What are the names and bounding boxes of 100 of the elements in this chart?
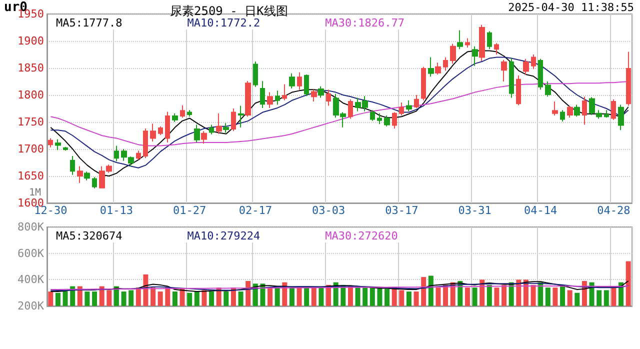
candlestick	[245, 80, 251, 118]
x-tick-label: 03-31	[458, 204, 492, 217]
candlestick	[604, 110, 609, 118]
candlestick	[194, 124, 200, 144]
candlestick	[450, 43, 456, 64]
y-tick-label: 1750	[18, 116, 44, 128]
x-tick-label: 01-27	[173, 204, 206, 217]
candlestick	[443, 56, 448, 72]
candlestick	[479, 24, 485, 62]
candlestick	[545, 81, 551, 98]
y-tick-label: 600K	[18, 246, 44, 260]
candlestick	[55, 138, 61, 151]
candlestick	[63, 146, 68, 152]
candlestick	[531, 54, 536, 70]
candlestick	[421, 66, 426, 101]
candlestick	[216, 112, 222, 134]
x-tick-label: 02-17	[238, 204, 272, 217]
candlestick	[114, 145, 119, 162]
y-tick-label: 1850	[18, 62, 44, 74]
candlestick	[465, 38, 470, 48]
text: MA30:272620	[325, 230, 398, 242]
candlestick	[567, 105, 573, 118]
text: MA10:1772.2	[187, 16, 260, 30]
candlestick	[384, 115, 390, 127]
candlestick	[304, 74, 309, 97]
text: MA5:1777.8	[56, 16, 122, 30]
candlestick	[509, 58, 514, 98]
candlestick	[457, 30, 463, 50]
candlestick	[180, 104, 185, 118]
y-tick-label: 400K	[18, 273, 44, 286]
candlestick	[326, 89, 331, 106]
candlestick	[201, 130, 207, 144]
text: MA10:279224	[187, 230, 260, 242]
candlestick	[231, 108, 236, 132]
candlestick	[92, 176, 97, 189]
candlestick	[523, 58, 529, 75]
candlestick	[238, 105, 244, 128]
x-tick-label: 01-13	[100, 204, 134, 217]
text: 2025-04-30 11:38:55	[508, 1, 634, 14]
x-tick-label: 03-03	[312, 204, 346, 217]
candlestick	[487, 30, 492, 50]
candlestick	[494, 42, 499, 55]
candlestick	[516, 75, 521, 106]
text: 1M	[29, 188, 42, 198]
candlestick	[172, 112, 178, 122]
candlestick	[209, 124, 214, 135]
candlestick	[275, 90, 280, 106]
candlestick	[406, 100, 412, 112]
candlestick	[136, 150, 141, 160]
y-tick-label: 1950	[18, 8, 44, 20]
x-tick-label: 04-28	[597, 204, 630, 217]
candlestick	[289, 72, 295, 90]
candlestick	[187, 110, 192, 118]
candlestick	[253, 61, 258, 88]
candlestick	[414, 94, 419, 108]
candlestick	[70, 156, 75, 176]
candlestick	[560, 110, 565, 122]
candlestick	[472, 46, 478, 66]
line-series	[50, 282, 629, 291]
y-tick-label: 1900	[18, 34, 44, 48]
candlestick	[260, 80, 265, 108]
candlestick	[377, 112, 382, 125]
x-tick-label: 04-14	[524, 204, 558, 217]
candlestick	[158, 126, 163, 136]
candlestick	[84, 171, 90, 181]
y-tick-label: 1800	[18, 88, 44, 102]
candlestick	[282, 84, 287, 101]
candlestick	[297, 72, 302, 90]
y-tick-label: 800K	[18, 220, 44, 234]
line-series	[50, 81, 629, 146]
candlestick	[143, 128, 148, 159]
x-tick-label: 03-17	[385, 204, 418, 217]
candlestick	[370, 110, 375, 122]
candlestick	[552, 100, 558, 116]
candlestick	[165, 111, 170, 144]
candlestick	[618, 104, 624, 131]
text: MA5:320674	[56, 230, 123, 242]
candlestick	[428, 56, 434, 78]
candlestick	[348, 98, 353, 120]
candlestick	[538, 58, 543, 90]
candlestick	[574, 104, 580, 118]
chart-title: 尿素2509 - 日K线图	[170, 4, 288, 18]
candlestick	[223, 122, 229, 134]
y-tick-label: 200K	[18, 300, 44, 312]
candlestick	[150, 123, 156, 142]
candlestick	[267, 92, 273, 108]
candlestick	[611, 98, 616, 120]
candlestick	[501, 59, 507, 82]
candlestick	[399, 102, 404, 116]
candlestick	[77, 166, 83, 184]
text: MA30:1826.77	[325, 16, 405, 30]
candlestick	[435, 62, 441, 75]
candlestick	[311, 89, 317, 102]
candlestick	[392, 112, 397, 129]
candlestick	[48, 138, 53, 148]
candlestick	[582, 96, 587, 126]
y-tick-label: 1700	[18, 142, 44, 156]
y-tick-label: 1650	[18, 170, 44, 182]
candlestick	[626, 51, 631, 106]
candlestick	[318, 86, 324, 98]
